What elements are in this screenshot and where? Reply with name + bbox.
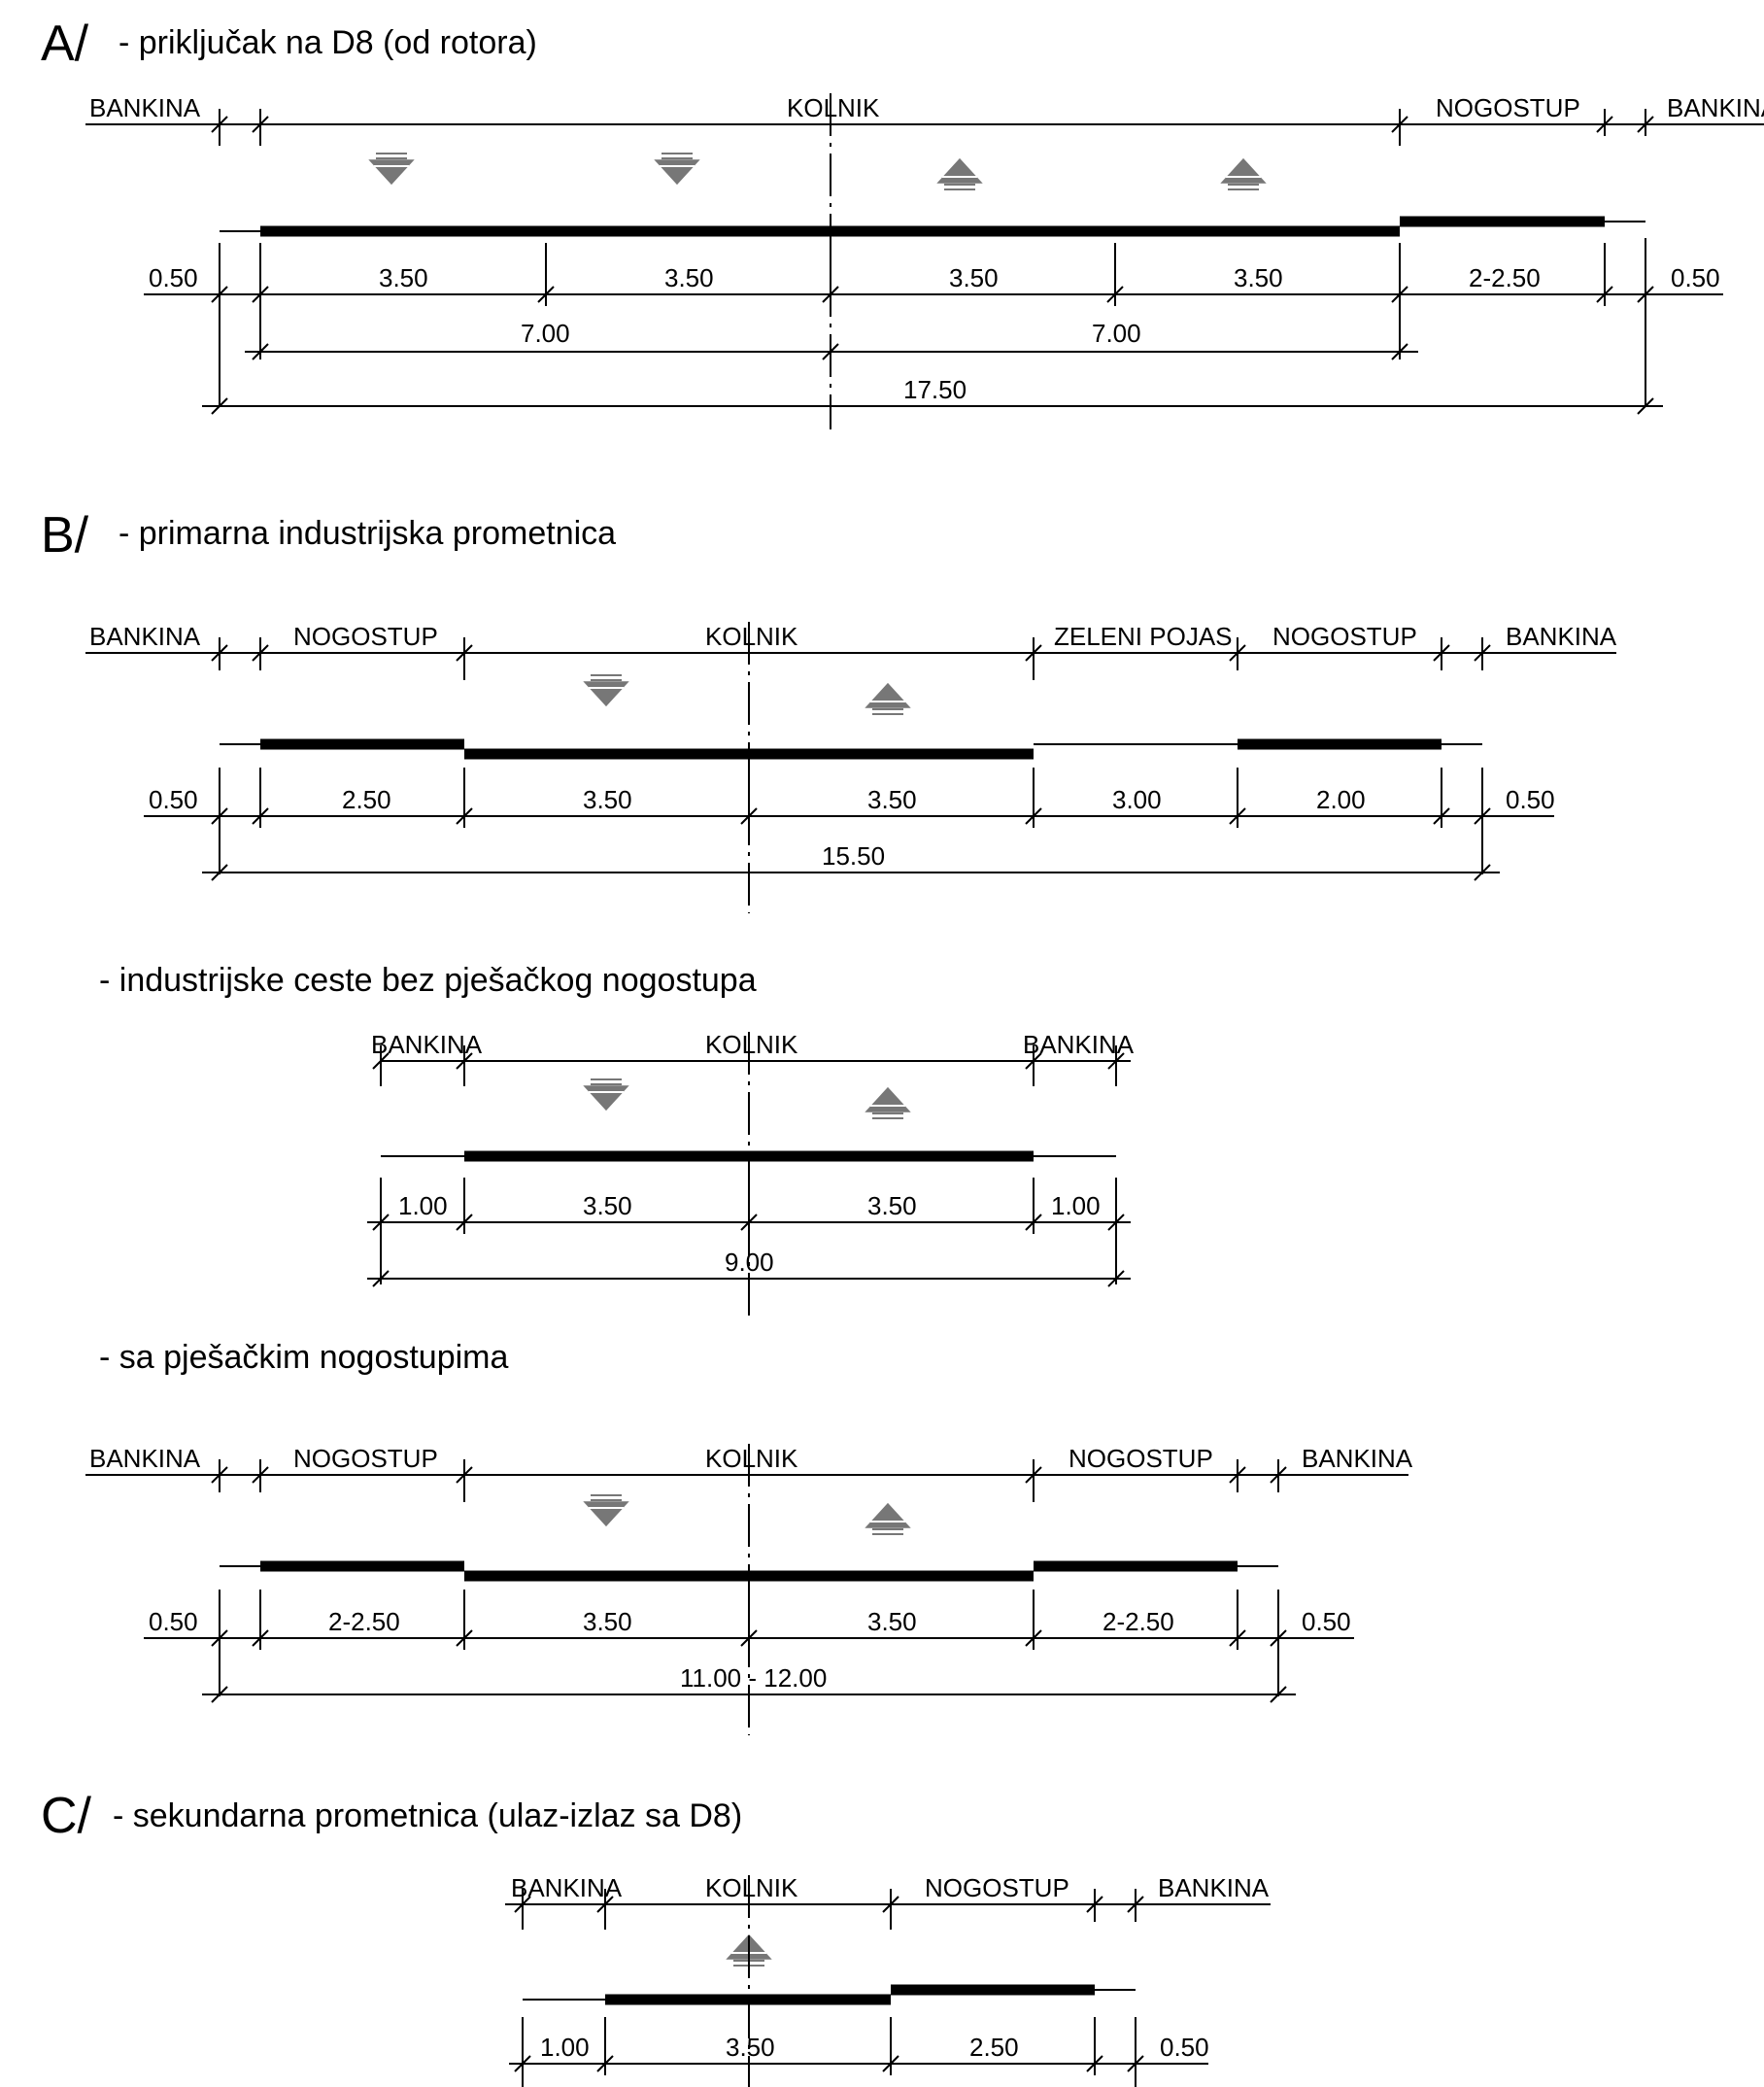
section-b-dim-sidewalk-left: 2.50	[342, 785, 391, 814]
section-b3-subtitle: - sa pješačkim nogostupima	[99, 1339, 509, 1376]
section-a-label-kolnik: KOLNIK	[787, 93, 880, 122]
section-b-direction-arrow-down	[584, 674, 628, 706]
section-b3-label-bankina-right: BANKINA	[1302, 1444, 1413, 1473]
section-b2-label-kolnik: KOLNIK	[705, 1030, 798, 1059]
section-a-direction-arrow-down-1	[369, 153, 414, 185]
section-b3-dim-ticks-2	[211, 1686, 1287, 1703]
section-a-direction-arrow-down-2	[655, 153, 699, 185]
section-b2-dim-lane-2: 3.50	[867, 1191, 917, 1220]
section-b3-dim-lane-1: 3.50	[583, 1607, 632, 1636]
section-a-dim-direction-2: 7.00	[1092, 319, 1141, 348]
section-b-label-nogostup-left: NOGOSTUP	[293, 622, 438, 651]
section-b-no-sidewalk: - industrijske ceste bez pješačkog nogos…	[99, 962, 1135, 1317]
section-a-dim-direction-1: 7.00	[521, 319, 570, 348]
section-a-dim-ticks-1	[211, 238, 1654, 406]
section-b-letter: B/	[41, 507, 89, 564]
section-a-dim-lane-4: 3.50	[1234, 263, 1283, 292]
section-c-label-nogostup: NOGOSTUP	[925, 1873, 1069, 1902]
section-b3-dim-sidewalk-left: 2-2.50	[328, 1607, 400, 1636]
section-b3-dim-bankina-right: 0.50	[1302, 1607, 1351, 1636]
section-b: B/ - primarna industrijska prometnica BA…	[41, 507, 1617, 913]
section-b2-dim-bankina-right: 1.00	[1051, 1191, 1101, 1220]
section-a-direction-arrow-up-1	[937, 158, 982, 190]
section-a-dim-bankina-right: 0.50	[1671, 263, 1720, 292]
section-a-dim-lane-3: 3.50	[949, 263, 999, 292]
section-b3-dim-bankina-left: 0.50	[149, 1607, 198, 1636]
section-a-dim-bankina-left: 0.50	[149, 263, 198, 292]
section-a-dim-ticks-3	[211, 397, 1654, 415]
section-a-label-ticks	[211, 109, 1654, 146]
section-a-label-nogostup: NOGOSTUP	[1436, 93, 1580, 122]
section-b3-dim-lane-2: 3.50	[867, 1607, 917, 1636]
section-a-dim-sidewalk: 2-2.50	[1469, 263, 1541, 292]
section-b-label-bankina-left: BANKINA	[89, 622, 201, 651]
section-b2-dim-ticks-2	[372, 1270, 1125, 1287]
section-b-label-bankina-right: BANKINA	[1506, 622, 1617, 651]
section-a-dim-ticks-2	[252, 343, 1408, 360]
section-c-dim-lane: 3.50	[726, 2033, 775, 2062]
section-b-label-zeleni-pojas: ZELENI POJAS	[1054, 622, 1233, 651]
section-b-title: - primarna industrijska prometnica	[119, 515, 616, 552]
section-c-label-ticks	[514, 1889, 1144, 1930]
section-a-label-bankina-right: BANKINA	[1667, 93, 1764, 122]
section-c-dim-bankina-left: 1.00	[540, 2033, 590, 2062]
section-a-title: - priključak na D8 (od rotora)	[119, 24, 537, 61]
section-b2-subtitle: - industrijske ceste bez pješačkog nogos…	[99, 962, 757, 999]
section-c-title: - sekundarna prometnica (ulaz-izlaz sa D…	[113, 1797, 742, 1834]
section-c-dim-ticks-1	[514, 2017, 1144, 2087]
section-b3-dim-ticks-1	[211, 1590, 1287, 1696]
section-a-letter: A/	[41, 16, 89, 72]
section-a-dim-lane-2: 3.50	[664, 263, 714, 292]
section-b2-dim-lane-1: 3.50	[583, 1191, 632, 1220]
section-b-dim-bankina-left: 0.50	[149, 785, 198, 814]
section-c-dim-bankina-right: 0.50	[1160, 2033, 1209, 2062]
section-b-label-kolnik: KOLNIK	[705, 622, 798, 651]
section-b-direction-arrow-up	[865, 683, 910, 715]
section-b3-label-nogostup-right: NOGOSTUP	[1069, 1444, 1213, 1473]
section-a-label-bankina-left: BANKINA	[89, 93, 201, 122]
section-b3-label-bankina-left: BANKINA	[89, 1444, 201, 1473]
section-a-direction-arrow-up-2	[1221, 158, 1266, 190]
section-b3-direction-arrow-down	[584, 1494, 628, 1526]
section-b-dim-sidewalk-right: 2.00	[1316, 785, 1366, 814]
section-b2-direction-arrow-down	[584, 1078, 628, 1111]
section-b3-label-ticks	[211, 1459, 1287, 1502]
section-b-dim-bankina-right: 0.50	[1506, 785, 1555, 814]
section-c-label-kolnik: KOLNIK	[705, 1873, 798, 1902]
section-b2-direction-arrow-up	[865, 1087, 910, 1119]
section-a: A/ - priključak na D8 (od rotora) BANKIN…	[41, 16, 1764, 429]
section-b3-dim-total: 11.00 - 12.00	[680, 1663, 827, 1693]
section-b2-dim-ticks-1	[372, 1178, 1125, 1284]
section-a-dim-total: 17.50	[903, 375, 967, 404]
section-b-dim-lane-1: 3.50	[583, 785, 632, 814]
section-c-label-bankina-right: BANKINA	[1158, 1873, 1270, 1902]
section-c-dim-sidewalk: 2.50	[969, 2033, 1019, 2062]
section-c-letter: C/	[41, 1788, 92, 1844]
section-b3-dim-sidewalk-right: 2-2.50	[1102, 1607, 1174, 1636]
section-b2-dim-total: 9.00	[725, 1248, 774, 1277]
section-b-dim-lane-2: 3.50	[867, 785, 917, 814]
section-b3-label-kolnik: KOLNIK	[705, 1444, 798, 1473]
section-b-dim-ticks-1	[211, 768, 1491, 874]
section-b3-direction-arrow-up	[865, 1503, 910, 1535]
section-b-dim-total: 15.50	[822, 841, 885, 871]
section-b3-label-nogostup-left: NOGOSTUP	[293, 1444, 438, 1473]
section-b-label-ticks	[211, 637, 1491, 680]
section-b-label-nogostup-right: NOGOSTUP	[1272, 622, 1417, 651]
section-b-dim-green-strip: 3.00	[1112, 785, 1162, 814]
section-a-dim-lane-1: 3.50	[379, 263, 428, 292]
section-b-with-sidewalks: - sa pješačkim nogostupima BANKINA NOGOS…	[85, 1339, 1413, 1735]
section-b2-dim-bankina-left: 1.00	[398, 1191, 448, 1220]
section-b2-label-ticks	[372, 1045, 1125, 1086]
section-b-dim-ticks-2	[211, 864, 1491, 881]
section-c: C/ - sekundarna prometnica (ulaz-izlaz s…	[41, 1788, 1271, 2087]
